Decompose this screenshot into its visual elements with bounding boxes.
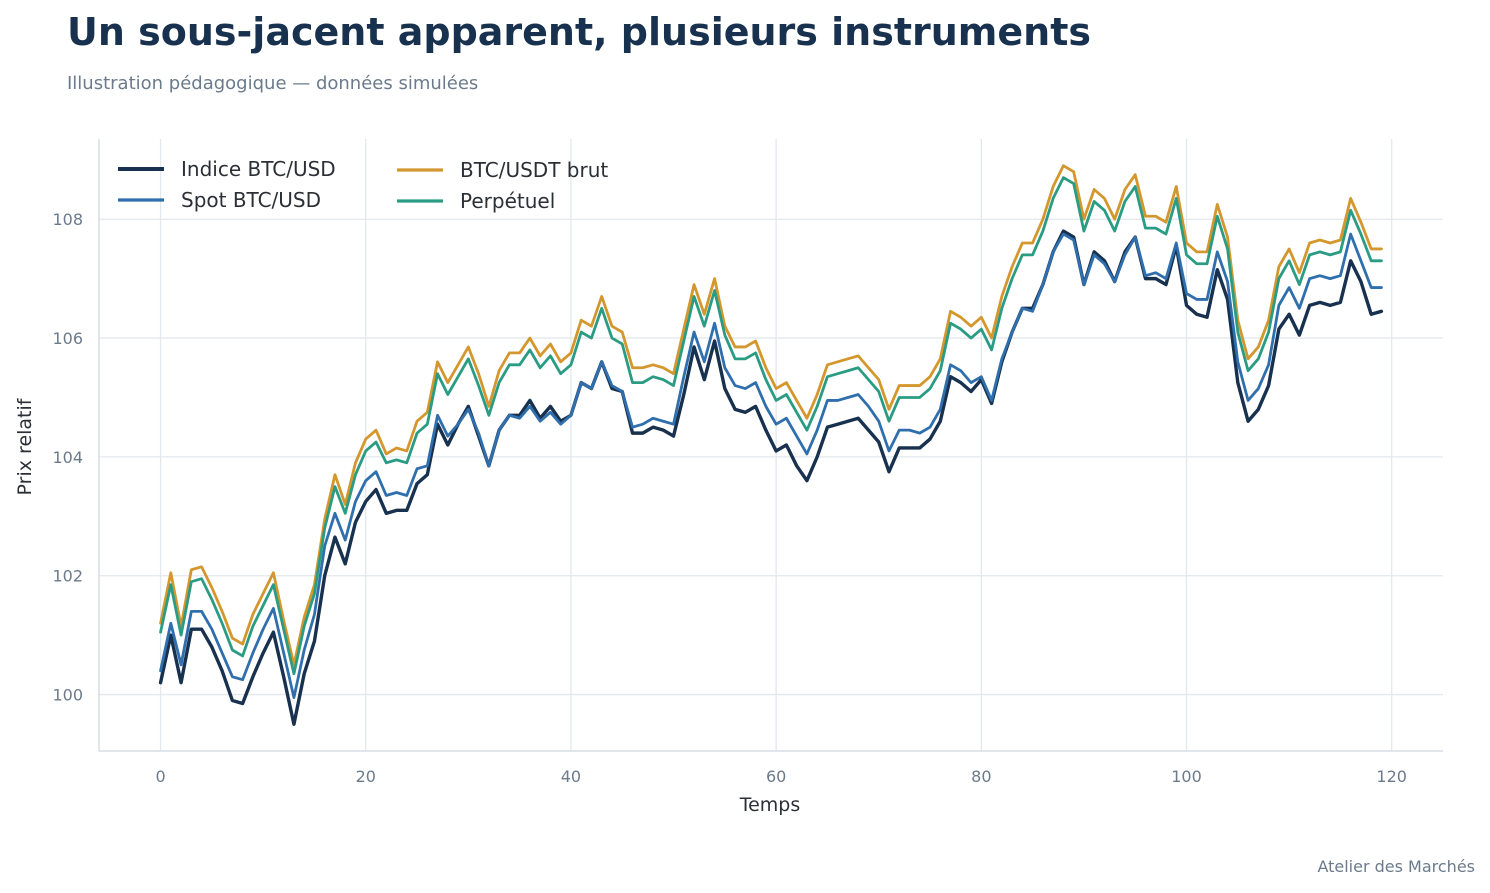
series-lines [158,164,1384,726]
series-line-3 [159,164,1383,667]
y-tick-label: 106 [52,329,83,348]
axes [98,139,1443,752]
page-title: Un sous-jacent apparent, plusieurs instr… [67,10,1091,54]
series-line-1 [158,229,1384,726]
y-tick-label: 102 [52,567,83,586]
grid [99,139,1443,751]
y-axis-label: Prix relatif [14,397,36,495]
legend-label: Indice BTC/USD [181,157,336,181]
page-subtitle: Illustration pédagogique — données simul… [67,73,479,94]
series-line-2 [159,232,1383,699]
source-credit: Atelier des Marchés [1317,857,1475,876]
x-tick-label: 80 [971,767,991,786]
x-tick-label: 0 [155,767,165,786]
legend-label: Perpétuel [460,189,555,213]
x-tick-label: 120 [1376,767,1407,786]
y-tick-label: 108 [52,210,83,229]
y-tick-label: 100 [52,686,83,705]
x-tick-label: 100 [1171,767,1202,786]
legend: Indice BTC/USD Spot BTC/USD BTC/USDT brut P… [118,157,608,213]
legend-label: Spot BTC/USD [181,188,321,212]
series-line-4 [159,176,1383,676]
legend-label: BTC/USDT brut [460,158,608,182]
x-tick-label: 40 [561,767,581,786]
tick-labels: 0 20 40 60 80 100 120 100 102 104 106 108 [52,210,1407,786]
y-tick-label: 104 [52,448,83,467]
x-tick-label: 60 [766,767,786,786]
x-axis-label: Temps [739,794,801,816]
x-tick-label: 20 [356,767,376,786]
